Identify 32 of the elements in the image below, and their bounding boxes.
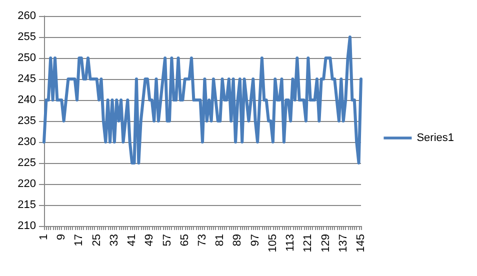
y-tick-label: 230: [18, 136, 36, 148]
y-tick-label: 235: [18, 115, 36, 127]
y-tick-label: 240: [18, 94, 36, 106]
x-tick-label: 9: [56, 234, 68, 240]
x-tick-label: 145: [355, 234, 367, 252]
x-tick-label: 129: [320, 234, 332, 252]
y-tick-label: 255: [18, 31, 36, 43]
x-tick-label: 49: [144, 234, 156, 246]
x-tick-label: 137: [337, 234, 350, 252]
y-tick-label: 225: [18, 157, 36, 169]
x-tick-label: 65: [178, 234, 191, 246]
x-tick-label: 17: [73, 234, 86, 246]
x-tick-label: 89: [232, 234, 244, 246]
x-tick-label: 105: [266, 234, 279, 252]
y-tick-label: 220: [18, 178, 36, 190]
y-tick-label: 210: [18, 220, 36, 232]
x-tick-label: 113: [284, 234, 297, 252]
x-tick-label: 97: [249, 234, 262, 246]
y-tick-label: 260: [18, 10, 36, 22]
x-tick-label: 73: [196, 234, 208, 246]
x-tick-label: 57: [161, 234, 174, 246]
y-tick-label: 215: [18, 199, 36, 211]
x-tick-label: 1: [38, 234, 50, 240]
x-tick-label: 25: [90, 234, 103, 246]
x-tick-label: 33: [108, 234, 120, 246]
y-tick-label: 245: [18, 73, 36, 85]
legend-label: Series1: [416, 132, 454, 144]
x-tick-label: 81: [214, 234, 226, 246]
x-tick-label: 41: [126, 234, 138, 246]
y-tick-label: 250: [18, 52, 36, 64]
line-series: [42, 36, 362, 164]
x-tick-label: 121: [302, 234, 314, 252]
